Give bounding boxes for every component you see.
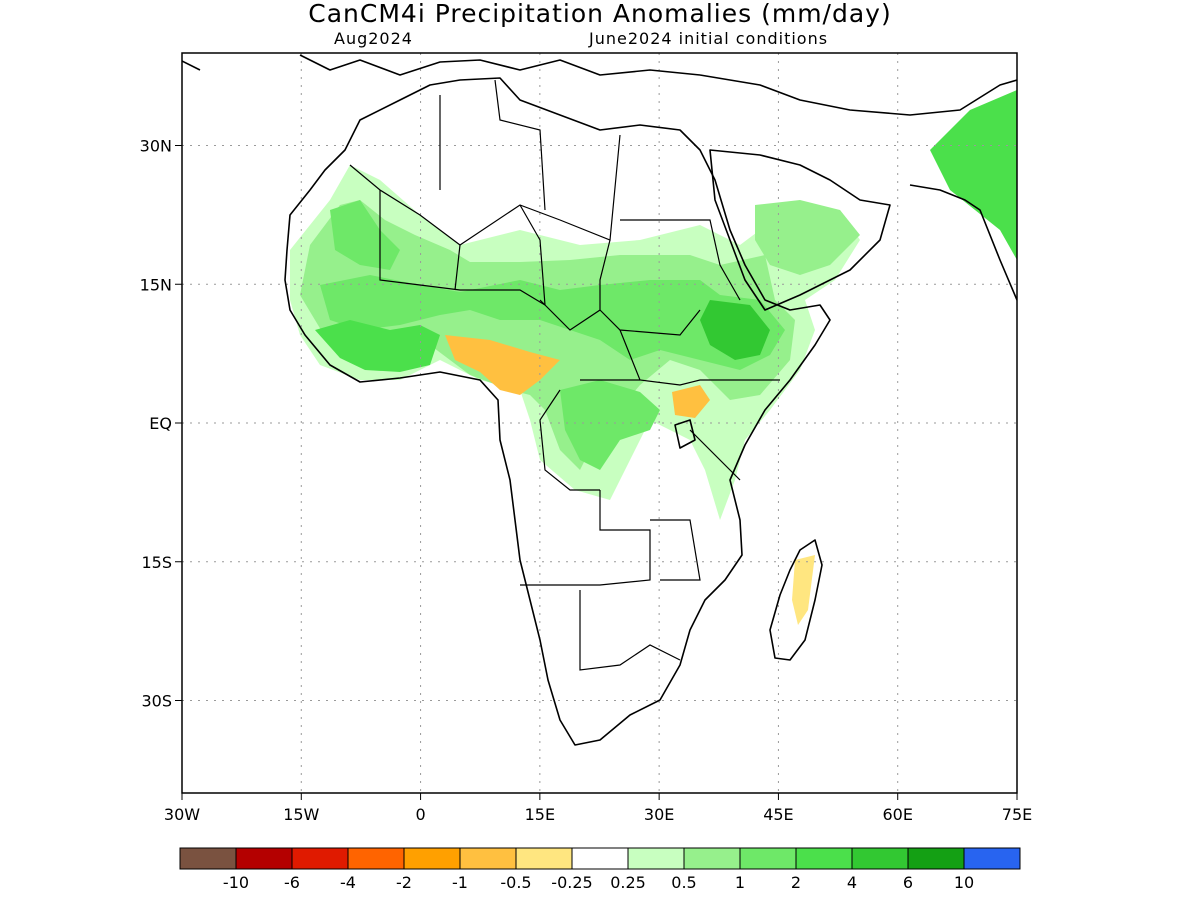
- colorbar-label: 6: [903, 873, 913, 892]
- colorbar-label: -6: [284, 873, 300, 892]
- map-title: CanCM4i Precipitation Anomalies (mm/day): [308, 0, 892, 28]
- anomaly-arabia: [755, 200, 860, 275]
- latitude-axis: 30N 15N EQ 15S 30S: [140, 137, 182, 711]
- colorbar-swatch: [851, 847, 909, 870]
- anomaly-sahel-green: [300, 200, 795, 470]
- colorbar-label: -10: [223, 873, 249, 892]
- lat-tick-label: 30S: [141, 692, 172, 711]
- initial-conditions-label: June2024 initial conditions: [589, 29, 829, 48]
- lat-tick-label: EQ: [149, 414, 172, 433]
- lon-tick-label: 30E: [644, 805, 674, 824]
- colorbar-label: 2: [791, 873, 801, 892]
- target-month-label: Aug2024: [334, 29, 413, 48]
- colorbar-swatch: [795, 847, 853, 870]
- colorbar-label: 4: [847, 873, 857, 892]
- anomaly-madagascar: [792, 555, 815, 625]
- lon-tick-label: 75E: [1002, 805, 1032, 824]
- anomaly-sahel-mid: [320, 275, 785, 370]
- coastlines: [182, 54, 1017, 746]
- colorbar-swatch: [459, 847, 517, 870]
- longitude-axis: 30W 15W 0 15E 30E 45E 60E 75E: [164, 793, 1032, 824]
- lake-victoria: [674, 419, 696, 449]
- lon-tick-label: 30W: [164, 805, 200, 824]
- anomaly-west-africa: [315, 320, 440, 372]
- country-borders: [349, 79, 780, 671]
- colorbar: [179, 847, 1021, 870]
- colorbar-swatch: [515, 847, 573, 870]
- colorbar-swatch: [235, 847, 293, 870]
- colorbar-label: 0.5: [671, 873, 696, 892]
- anomaly-shading: [290, 90, 1017, 625]
- colorbar-swatch: [683, 847, 741, 870]
- map-plot-area: [182, 53, 1017, 793]
- anomaly-india: [930, 90, 1017, 260]
- colorbar-label: -0.5: [500, 873, 531, 892]
- lon-tick-label: 0: [415, 805, 425, 824]
- madagascar-coastline: [769, 539, 823, 661]
- colorbar-labels: -10 -6 -4 -2 -1 -0.5 -0.25 0.25 0.5 1 2 4 6 10: [223, 873, 974, 892]
- colorbar-label: -1: [452, 873, 468, 892]
- colorbar-label: 10: [954, 873, 974, 892]
- lat-tick-label: 15S: [141, 553, 172, 572]
- anomaly-victoria: [672, 385, 710, 418]
- lon-tick-label: 15E: [525, 805, 555, 824]
- lat-tick-label: 15N: [140, 275, 172, 294]
- anomaly-ethiopia: [700, 300, 770, 360]
- anomaly-mauritania: [330, 200, 400, 270]
- colorbar-swatch: [907, 847, 965, 870]
- anomaly-nigeria: [445, 335, 560, 395]
- europe-coastline: [182, 54, 701, 76]
- colorbar-label: -0.25: [551, 873, 592, 892]
- colorbar-swatch: [403, 847, 461, 870]
- lon-tick-label: 60E: [882, 805, 912, 824]
- colorbar-swatch: [627, 847, 685, 870]
- colorbar-label: -4: [340, 873, 356, 892]
- colorbar-swatch: [179, 847, 237, 870]
- colorbar-label: 0.25: [610, 873, 646, 892]
- colorbar-swatch: [739, 847, 797, 870]
- arabia-coastline: [709, 149, 891, 311]
- colorbar-swatch: [963, 847, 1021, 870]
- lon-tick-label: 45E: [763, 805, 793, 824]
- colorbar-swatch: [291, 847, 349, 870]
- colorbar-swatch: [347, 847, 405, 870]
- colorbar-swatch: [571, 847, 629, 870]
- colorbar-label: -2: [396, 873, 412, 892]
- asia-coastline: [699, 74, 1017, 301]
- lon-tick-label: 15W: [283, 805, 319, 824]
- colorbar-label: 1: [735, 873, 745, 892]
- africa-coastline: [284, 77, 831, 746]
- anomaly-central-green: [560, 380, 660, 470]
- lat-lon-grid: [182, 53, 1017, 793]
- lat-tick-label: 30N: [140, 137, 172, 156]
